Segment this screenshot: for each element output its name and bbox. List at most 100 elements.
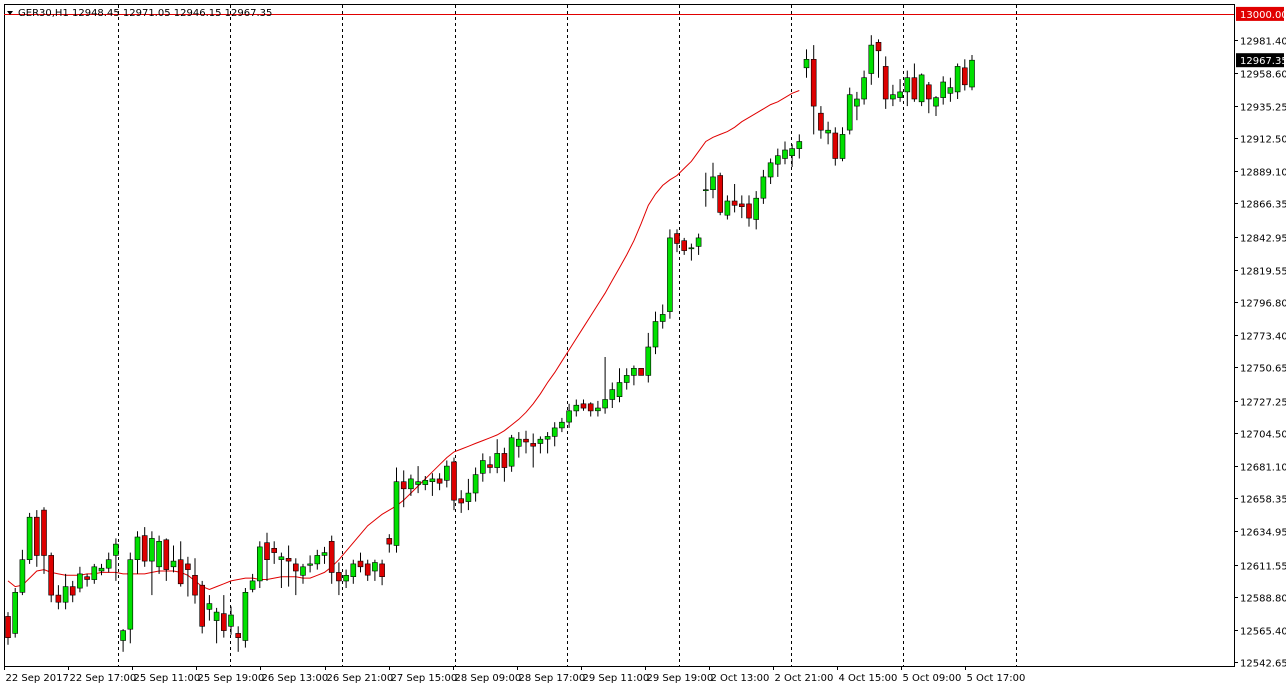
candle	[26, 512, 33, 564]
candle-body	[321, 552, 328, 556]
candle	[688, 243, 695, 261]
candle-body	[206, 603, 213, 610]
candle	[393, 467, 400, 553]
candle	[48, 552, 55, 603]
candle	[328, 535, 335, 584]
candle-body	[55, 594, 62, 603]
candle-body	[242, 591, 249, 641]
candle	[609, 382, 616, 408]
candle-body	[537, 438, 544, 444]
x-tick-label: 2 Oct 21:00	[775, 673, 834, 684]
candle-body	[810, 58, 817, 107]
candle-body	[652, 321, 659, 348]
candle	[839, 127, 846, 162]
candle	[422, 476, 429, 491]
candle-body	[105, 559, 112, 569]
x-tick-label: 5 Oct 09:00	[903, 673, 962, 684]
candle	[810, 45, 817, 135]
candle-body	[228, 614, 234, 627]
candle	[221, 595, 227, 638]
candle-body	[890, 94, 896, 100]
candle	[882, 56, 889, 109]
candle	[12, 588, 18, 638]
price-level-label-bg	[1236, 6, 1284, 21]
candle	[350, 559, 357, 584]
candle-body	[523, 438, 529, 443]
candle-body	[307, 563, 313, 566]
candle-body	[379, 563, 385, 578]
candle-body	[659, 314, 666, 322]
current-price-label-bg	[1236, 53, 1284, 68]
candle-body	[688, 247, 695, 250]
candle	[875, 39, 882, 78]
candle	[5, 612, 11, 645]
candle	[890, 84, 896, 107]
candle	[523, 430, 529, 454]
candle	[242, 588, 249, 648]
candle	[782, 141, 788, 165]
candle-body	[882, 66, 889, 100]
candle-body	[386, 538, 393, 545]
candle-body	[595, 407, 601, 412]
candle-body	[818, 112, 824, 131]
period-separators	[118, 5, 1017, 666]
x-tick-label: 26 Sep 21:00	[327, 673, 394, 684]
candle-body	[947, 87, 954, 94]
candle-body	[832, 132, 839, 159]
candle-body	[544, 436, 551, 440]
candle-body	[515, 438, 522, 447]
candle-body	[702, 189, 709, 191]
candle-body	[120, 630, 126, 641]
candle-body	[825, 129, 831, 134]
candle	[458, 490, 465, 513]
candle-body	[645, 346, 652, 376]
candle-body	[494, 453, 501, 468]
symbol-dropdown-icon[interactable]	[7, 11, 13, 15]
y-tick-label: 12634.95	[1240, 528, 1286, 539]
candle	[472, 467, 479, 502]
candle-body	[213, 611, 220, 621]
candle-body	[451, 461, 457, 501]
candle	[465, 478, 472, 511]
candle-body	[897, 91, 903, 98]
candle	[41, 507, 47, 574]
candle-body	[609, 389, 616, 400]
candle-body	[667, 237, 673, 312]
candle-body	[256, 546, 263, 582]
y-tick-label: 12842.95	[1240, 234, 1286, 245]
candle-body	[156, 540, 162, 568]
candle	[796, 134, 803, 159]
x-tick-label: 29 Sep 11:00	[583, 673, 650, 684]
candle	[717, 172, 724, 216]
candle-body	[465, 492, 472, 502]
candle	[774, 148, 781, 177]
candle	[573, 399, 580, 417]
candle	[278, 552, 285, 588]
candle	[228, 606, 234, 635]
y-tick-label: 12981.40	[1240, 37, 1286, 48]
x-tick-label: 4 Oct 15:00	[839, 673, 898, 684]
y-tick-label: 12889.10	[1240, 168, 1286, 179]
candle-body	[415, 481, 421, 485]
candle	[530, 433, 537, 468]
candle-body	[580, 403, 587, 409]
candle-body	[861, 77, 867, 100]
candle	[710, 162, 716, 199]
candle-body	[19, 559, 26, 593]
candle	[969, 55, 975, 91]
candle	[702, 172, 709, 207]
x-tick-label: 2 Oct 13:00	[711, 673, 770, 684]
candle	[645, 332, 652, 383]
candle	[537, 436, 544, 454]
candle	[408, 474, 414, 496]
candle	[33, 510, 40, 567]
candle-body	[235, 633, 241, 639]
y-tick-label: 12565.40	[1240, 627, 1286, 638]
candle	[515, 432, 522, 458]
y-tick-label: 12819.55	[1240, 267, 1286, 278]
candle-body	[638, 367, 644, 376]
candle-body	[141, 535, 148, 562]
candlesticks	[5, 35, 975, 652]
candle	[861, 70, 867, 105]
